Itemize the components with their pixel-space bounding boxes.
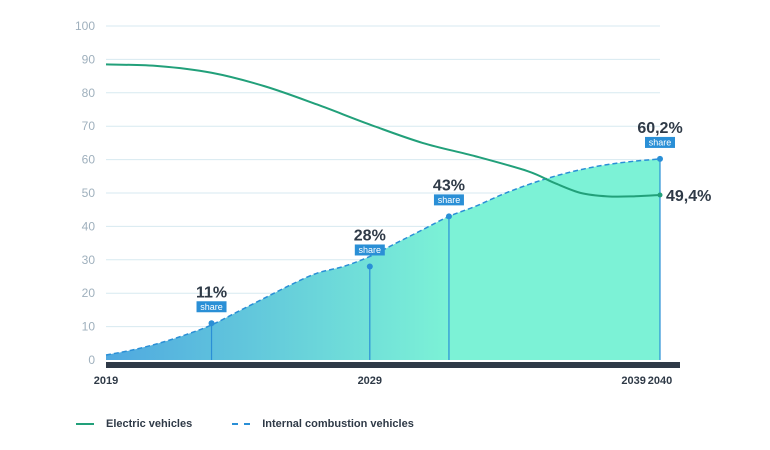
data-label: 11% <box>196 284 227 301</box>
share-tag <box>645 136 675 148</box>
data-point <box>445 213 452 220</box>
data-point <box>657 192 663 198</box>
data-label: 60,2% <box>637 120 682 137</box>
y-tick-label: 10 <box>82 320 96 334</box>
x-tick-label: 2039 <box>621 375 645 387</box>
x-axis-ticks: 2019 2029 2039 2040 <box>94 375 672 387</box>
data-point <box>366 263 373 270</box>
y-tick-label: 100 <box>75 19 95 33</box>
y-tick-label: 50 <box>82 186 96 200</box>
share-tag-label: share <box>200 302 223 312</box>
data-label: 28% <box>354 227 386 244</box>
data-point <box>657 155 663 162</box>
x-axis-bar <box>106 362 680 368</box>
y-axis-ticks: 0 10 20 30 40 50 60 70 80 90 100 <box>75 19 95 367</box>
y-tick-label: 70 <box>82 119 96 133</box>
y-tick-label: 80 <box>82 86 96 100</box>
grid <box>106 25 660 328</box>
y-tick-label: 60 <box>82 153 96 167</box>
share-tag-label: share <box>438 195 461 205</box>
legend-swatch-dashed <box>232 423 251 425</box>
y-tick-label: 30 <box>82 253 96 267</box>
data-point <box>208 320 215 327</box>
y-tick-label: 40 <box>82 219 96 233</box>
y-tick-label: 0 <box>88 353 95 367</box>
ice-area-fill <box>106 158 660 360</box>
share-tag <box>433 194 464 206</box>
data-label: 49,4% <box>666 188 711 205</box>
y-tick-label: 20 <box>82 286 96 300</box>
x-tick-label: 2019 <box>94 375 118 387</box>
legend-item-internal-combustion: Internal combustion vehicles <box>232 418 414 430</box>
legend-label-internal-combustion: Internal combustion vehicles <box>262 418 414 430</box>
data-label: 43% <box>433 177 465 194</box>
y-tick-label: 90 <box>82 52 96 66</box>
series-line-electric <box>105 63 661 198</box>
x-tick-label: 2029 <box>358 375 382 387</box>
legend-item-electric: Electric vehicles <box>76 418 192 430</box>
x-tick-label: 2040 <box>648 375 672 387</box>
share-tag-label: share <box>359 245 382 255</box>
share-tag-label: share <box>649 137 672 147</box>
legend-label-electric: Electric vehicles <box>106 418 193 430</box>
share-tag <box>196 301 227 313</box>
share-tag <box>354 244 385 256</box>
legend-swatch-solid <box>76 423 94 425</box>
annotation-lines <box>210 158 661 360</box>
legend: Electric vehicles Internal combustion ve… <box>76 418 414 430</box>
